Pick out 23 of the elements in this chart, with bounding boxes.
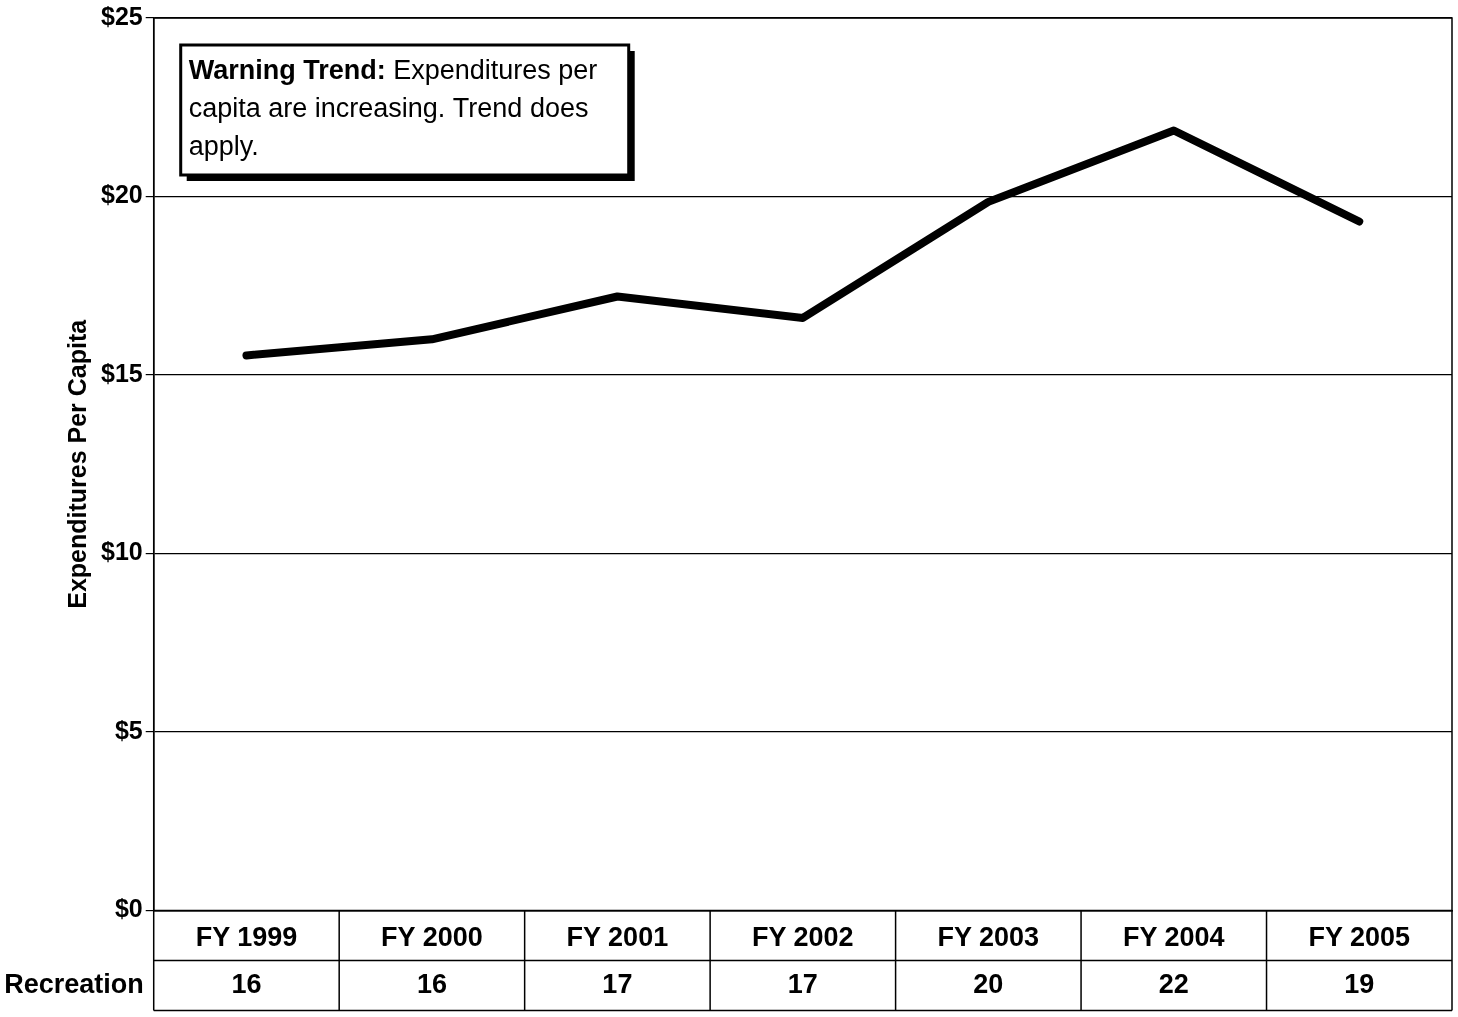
y-axis-title: Expenditures Per Capita [62,318,91,609]
x-tick-label: FY 2004 [1123,922,1225,953]
data-label: 17 [787,969,818,1000]
x-tick-label: FY 2002 [752,922,854,953]
x-tick-label: FY 2001 [566,922,669,953]
x-tick-label: FY 1999 [195,922,298,953]
y-tick-label: $25 [100,1,143,30]
text: Recreation [4,969,144,1000]
y-tick-label: $5 [114,715,143,744]
x-tick-label: FY 2000 [381,922,483,953]
y-tick-label: $15 [100,358,143,387]
data-label: 19 [1344,969,1375,1000]
data-label: 16 [416,969,447,1000]
y-tick-label: $20 [100,180,143,209]
x-tick-label: FY 2003 [937,922,1040,953]
y-tick-label: $10 [100,537,143,566]
x-tick-label: FY 2005 [1308,922,1411,953]
data-label: 17 [602,969,633,1000]
text: Warning Trend: Expenditures per capita are increasing. Trend does apply. [188,55,598,162]
data-label: 22 [1158,969,1189,1000]
data-label: 16 [231,969,262,1000]
data-label: 20 [973,969,1004,1000]
y-tick-label: $0 [114,894,143,923]
